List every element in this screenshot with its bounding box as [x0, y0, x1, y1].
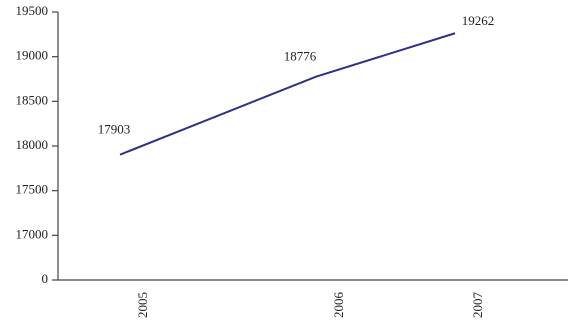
data-line — [119, 32, 456, 156]
x-tick-label: 2007 — [470, 292, 485, 319]
y-tick-label: 19000 — [16, 48, 49, 63]
y-tick-label: 18500 — [16, 92, 49, 107]
data-label: 19262 — [462, 13, 495, 28]
y-tick-label: 18000 — [16, 137, 49, 152]
x-tick-label: 2005 — [135, 292, 150, 318]
x-tick-label: 2006 — [331, 292, 346, 319]
y-tick-label: 0 — [42, 271, 49, 286]
data-label: 18776 — [284, 49, 317, 64]
y-tick-label: 19500 — [16, 3, 49, 18]
y-tick-label: 17000 — [16, 226, 49, 241]
y-tick-label: 17500 — [16, 182, 49, 197]
data-label: 17903 — [98, 122, 131, 137]
